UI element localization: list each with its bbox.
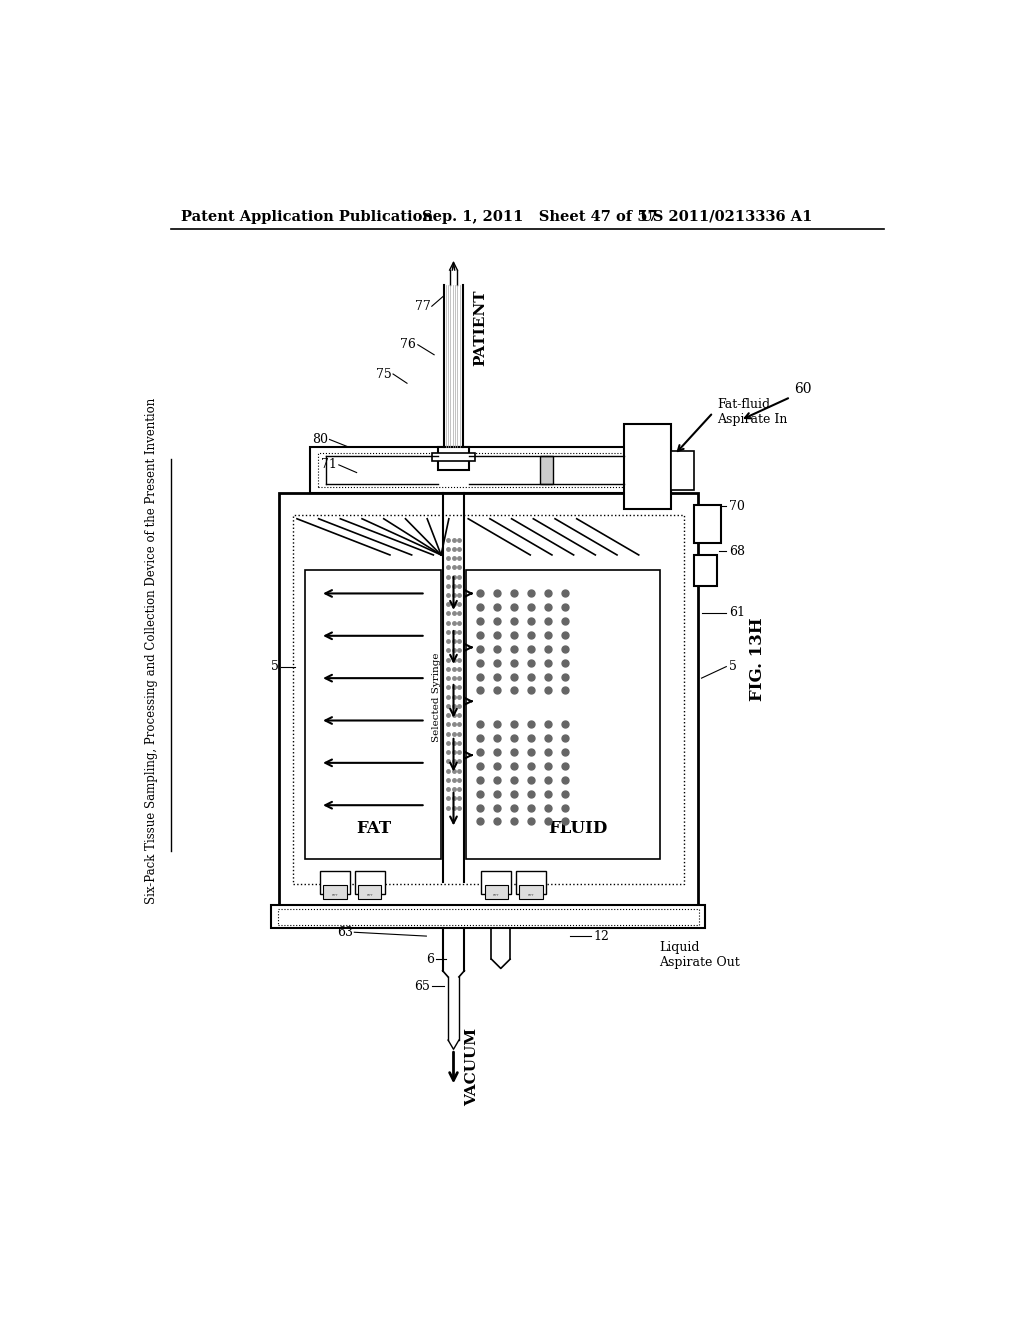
Bar (671, 451, 693, 490)
Text: 70: 70 (729, 500, 744, 513)
Text: 71: 71 (322, 458, 337, 471)
Bar (310, 447, 671, 494)
Bar (484, 886, 508, 899)
Text: PATIENT: PATIENT (473, 289, 486, 366)
Bar (358, 886, 381, 899)
Text: 5: 5 (729, 660, 736, 673)
Bar (693, 506, 721, 544)
Text: rrrr: rrrr (367, 892, 373, 896)
Text: rrrr: rrrr (527, 892, 535, 896)
Bar (321, 871, 349, 894)
Text: 65: 65 (415, 979, 430, 993)
Text: FLUID: FLUID (548, 820, 607, 837)
Bar (271, 906, 706, 928)
Text: 75: 75 (376, 367, 391, 380)
Text: FIG. 13H: FIG. 13H (749, 616, 766, 701)
Text: 63: 63 (337, 925, 352, 939)
Text: Liquid
Aspirate Out: Liquid Aspirate Out (658, 941, 739, 969)
Text: VACUUM: VACUUM (465, 1028, 479, 1106)
Text: Sep. 1, 2011   Sheet 47 of 57: Sep. 1, 2011 Sheet 47 of 57 (423, 210, 658, 224)
Text: 80: 80 (312, 433, 328, 446)
Text: 61: 61 (729, 606, 744, 619)
Text: 6: 6 (426, 953, 434, 966)
Bar (305, 570, 441, 859)
Bar (481, 871, 511, 894)
Text: rrrr: rrrr (493, 892, 500, 896)
Text: Selected Syringe: Selected Syringe (432, 652, 441, 742)
Bar (355, 871, 385, 894)
Bar (624, 424, 671, 508)
Text: US 2011/0213336 A1: US 2011/0213336 A1 (640, 210, 812, 224)
Text: 12: 12 (593, 929, 609, 942)
Bar (280, 494, 697, 906)
Bar (516, 871, 546, 894)
Bar (466, 570, 660, 859)
Bar (293, 515, 684, 884)
Text: FAT: FAT (356, 820, 391, 837)
Bar (519, 886, 543, 899)
Text: 60: 60 (795, 383, 812, 396)
Text: rrrr: rrrr (332, 892, 338, 896)
Text: 77: 77 (415, 300, 430, 313)
Bar (438, 447, 469, 470)
Bar (693, 554, 717, 586)
Bar (432, 453, 475, 461)
Text: 5: 5 (271, 660, 280, 673)
Text: Fat-fluid
Aspirate In: Fat-fluid Aspirate In (717, 399, 787, 426)
Text: Six-Pack Tissue Sampling, Processing and Collection Device of the Present Invent: Six-Pack Tissue Sampling, Processing and… (144, 399, 158, 904)
Bar (317, 453, 663, 487)
Text: Patent Application Publication: Patent Application Publication (180, 210, 433, 224)
Bar (278, 909, 699, 924)
Text: 76: 76 (400, 338, 417, 351)
Bar (541, 457, 553, 484)
Text: 68: 68 (729, 545, 744, 557)
Bar (324, 886, 346, 899)
